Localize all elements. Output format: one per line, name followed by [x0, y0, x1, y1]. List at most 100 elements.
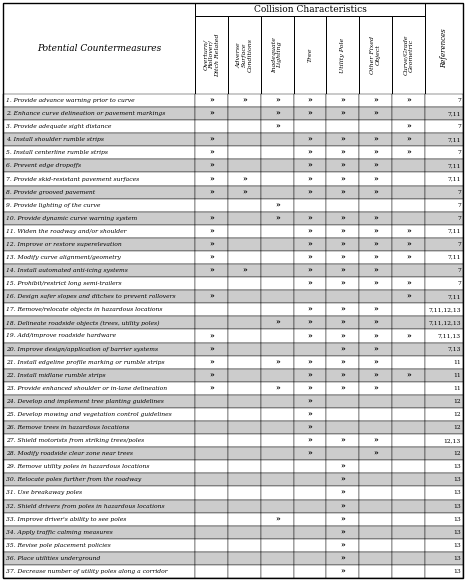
Bar: [359, 290, 392, 303]
Text: »: »: [308, 241, 312, 249]
Bar: [294, 211, 326, 225]
Bar: [425, 382, 463, 395]
Text: 7,11: 7,11: [447, 137, 461, 142]
Bar: [359, 173, 392, 185]
Text: 34. Apply traffic calming measures: 34. Apply traffic calming measures: [6, 530, 113, 535]
Bar: [326, 251, 359, 264]
Bar: [294, 264, 326, 277]
Text: 7: 7: [457, 242, 461, 247]
Text: »: »: [275, 123, 280, 131]
Bar: [3, 460, 195, 474]
Bar: [3, 447, 195, 460]
Bar: [359, 107, 392, 120]
Text: »: »: [308, 332, 312, 340]
Bar: [294, 434, 326, 447]
Bar: [359, 565, 392, 578]
Bar: [326, 343, 359, 356]
Text: »: »: [209, 267, 214, 275]
Text: »: »: [209, 162, 214, 170]
Text: 7: 7: [457, 124, 461, 129]
Bar: [294, 277, 326, 290]
Bar: [425, 343, 463, 356]
Bar: [425, 408, 463, 421]
Text: »: »: [373, 279, 378, 288]
Bar: [294, 512, 326, 526]
Bar: [392, 565, 425, 578]
Text: »: »: [373, 267, 378, 275]
Text: 7,11,12,13: 7,11,12,13: [428, 320, 461, 325]
Text: 29. Remove utility poles in hazardous locations: 29. Remove utility poles in hazardous lo…: [6, 464, 150, 469]
Text: »: »: [341, 96, 345, 105]
Bar: [195, 565, 228, 578]
Text: »: »: [209, 149, 214, 157]
Text: 7,11: 7,11: [447, 294, 461, 299]
Bar: [359, 369, 392, 382]
Bar: [260, 251, 294, 264]
Bar: [195, 277, 228, 290]
Bar: [3, 133, 195, 146]
Bar: [228, 434, 260, 447]
Bar: [228, 474, 260, 486]
Text: 9. Provide lighting of the curve: 9. Provide lighting of the curve: [6, 203, 100, 207]
Text: »: »: [341, 332, 345, 340]
Bar: [3, 225, 195, 238]
Bar: [228, 146, 260, 159]
Text: »: »: [275, 201, 280, 209]
Bar: [3, 552, 195, 565]
Bar: [3, 500, 195, 512]
Text: »: »: [341, 502, 345, 510]
Bar: [195, 382, 228, 395]
Bar: [260, 94, 294, 107]
Text: 7,13: 7,13: [447, 347, 461, 352]
Text: »: »: [341, 358, 345, 366]
Bar: [195, 343, 228, 356]
Bar: [326, 264, 359, 277]
Text: 12: 12: [453, 412, 461, 417]
Text: 7: 7: [457, 203, 461, 207]
Text: »: »: [341, 463, 345, 471]
Bar: [228, 238, 260, 251]
Bar: [326, 133, 359, 146]
Bar: [326, 552, 359, 565]
Bar: [3, 408, 195, 421]
Bar: [260, 486, 294, 500]
Bar: [260, 552, 294, 565]
Text: »: »: [308, 437, 312, 444]
Text: 2. Enhance curve delineation or pavement markings: 2. Enhance curve delineation or pavement…: [6, 111, 165, 116]
Text: 32. Shield drivers from poles in hazardous locations: 32. Shield drivers from poles in hazardo…: [6, 504, 164, 508]
Bar: [294, 552, 326, 565]
Bar: [425, 133, 463, 146]
Text: Overturn/
Rollover/
Ditch Related: Overturn/ Rollover/ Ditch Related: [203, 33, 220, 77]
Text: 13: 13: [453, 517, 461, 522]
Text: »: »: [308, 253, 312, 261]
Text: 13: 13: [453, 490, 461, 496]
Text: »: »: [341, 279, 345, 288]
Bar: [326, 408, 359, 421]
Bar: [425, 120, 463, 133]
Bar: [260, 460, 294, 474]
Text: 25. Develop mowing and vegetation control guidelines: 25. Develop mowing and vegetation contro…: [6, 412, 172, 417]
Bar: [228, 94, 260, 107]
Bar: [195, 94, 228, 107]
Text: »: »: [209, 96, 214, 105]
Bar: [392, 343, 425, 356]
Text: »: »: [406, 136, 411, 144]
Bar: [359, 199, 392, 211]
Text: »: »: [209, 358, 214, 366]
Bar: [260, 421, 294, 434]
Bar: [294, 408, 326, 421]
Bar: [260, 107, 294, 120]
Text: 5. Install centerline rumble strips: 5. Install centerline rumble strips: [6, 150, 108, 155]
Text: 7: 7: [457, 268, 461, 273]
Bar: [326, 369, 359, 382]
Text: Curve/Grade
Geometric: Curve/Grade Geometric: [403, 35, 414, 76]
Text: 7: 7: [457, 281, 461, 286]
Bar: [392, 539, 425, 552]
Bar: [260, 185, 294, 199]
Bar: [195, 251, 228, 264]
Bar: [228, 120, 260, 133]
Text: 23. Provide enhanced shoulder or in-lane delineation: 23. Provide enhanced shoulder or in-lane…: [6, 386, 167, 391]
Text: 17. Remove/relocate objects in hazardous locations: 17. Remove/relocate objects in hazardous…: [6, 307, 163, 313]
Bar: [195, 512, 228, 526]
Text: »: »: [341, 253, 345, 261]
